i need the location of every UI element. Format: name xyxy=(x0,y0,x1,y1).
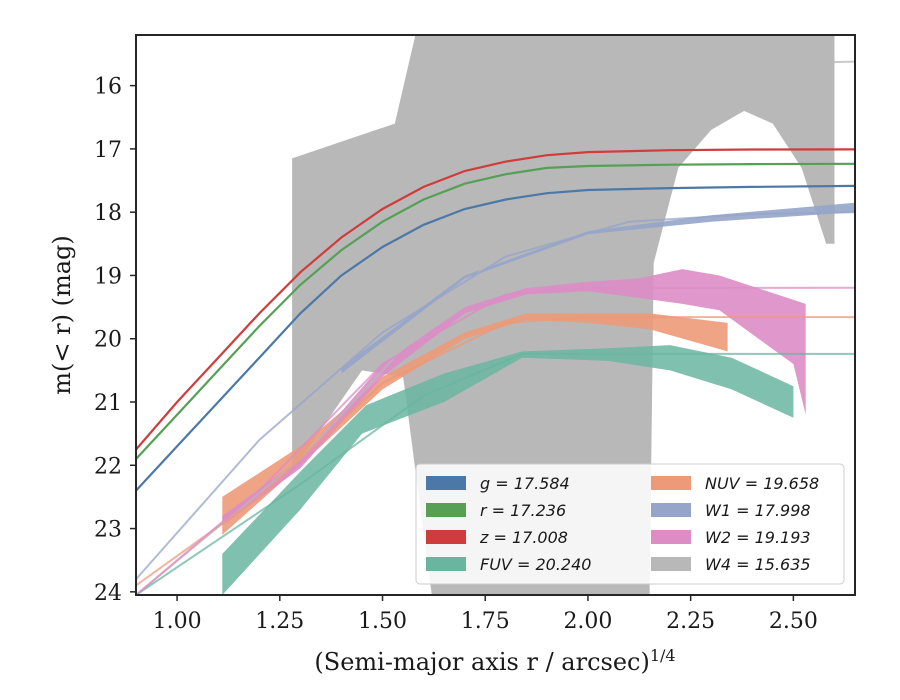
band-nuv xyxy=(222,313,728,535)
legend-label: FUV = 20.240 xyxy=(480,555,591,574)
fit-line-fuv xyxy=(136,352,855,595)
legend-swatch xyxy=(651,530,691,544)
plot-area xyxy=(135,34,856,596)
legend-swatch xyxy=(426,530,466,544)
x-axis-ticks: 1.00 1.25 1.50 1.75 2.00 2.25 2.50 xyxy=(153,595,818,634)
legend-swatch xyxy=(426,503,466,517)
y-axis-ticks: 16 17 18 19 20 21 22 23 24 xyxy=(94,75,136,606)
y-tick-label: 24 xyxy=(94,581,122,606)
band-fuv xyxy=(222,345,794,595)
bands-layer xyxy=(136,35,855,595)
x-axis-label: (Semi-major axis r / arcsec)1/4 xyxy=(314,646,675,676)
legend-swatch xyxy=(426,557,466,571)
x-tick-label: 1.00 xyxy=(153,609,202,634)
x-tick-label: 2.25 xyxy=(666,609,715,634)
legend-box xyxy=(415,463,845,585)
legend-swatch xyxy=(651,557,691,571)
legend-label: W2 = 19.193 xyxy=(705,528,811,547)
legend-label: r = 17.236 xyxy=(480,501,566,520)
x-tick-label: 1.50 xyxy=(358,609,407,634)
fit-line-w1 xyxy=(136,211,855,580)
x-tick-label: 1.75 xyxy=(461,609,510,634)
legend-label: NUV = 19.658 xyxy=(705,474,819,493)
band-w2 xyxy=(222,269,806,526)
y-tick-label: 18 xyxy=(94,201,122,226)
y-tick-label: 20 xyxy=(94,328,122,353)
legend-label: W1 = 17.998 xyxy=(705,501,811,520)
legend: g = 17.584 r = 17.236 z = 17.008 FUV = 20.2… xyxy=(415,463,845,585)
legend-swatch xyxy=(426,476,466,490)
legend-swatch xyxy=(651,476,691,490)
x-tick-label: 1.25 xyxy=(255,609,304,634)
legend-swatch xyxy=(651,503,691,517)
y-tick-label: 19 xyxy=(94,264,122,289)
legend-label: W4 = 15.635 xyxy=(705,555,811,574)
y-tick-label: 21 xyxy=(94,391,122,416)
plot-frame xyxy=(135,34,856,596)
x-axis-label-superscript: 1/4 xyxy=(650,646,676,665)
fit-line-w2 xyxy=(136,286,855,595)
lines-layer xyxy=(136,148,855,492)
series-line-r xyxy=(136,162,855,460)
x-tick-label: 2.00 xyxy=(563,609,612,634)
y-tick-label: 23 xyxy=(94,518,122,543)
fit-line-nuv xyxy=(136,316,855,587)
x-tick-label: 2.50 xyxy=(769,609,818,634)
y-tick-label: 22 xyxy=(94,454,122,479)
y-axis-label: m(< r) (mag) xyxy=(48,235,76,394)
series-line-g xyxy=(136,184,855,492)
legend-label: z = 17.008 xyxy=(479,528,568,547)
y-tick-label: 17 xyxy=(94,138,122,163)
legend-label: g = 17.584 xyxy=(480,474,570,493)
series-line-z xyxy=(136,148,855,451)
y-tick-label: 16 xyxy=(94,75,122,100)
